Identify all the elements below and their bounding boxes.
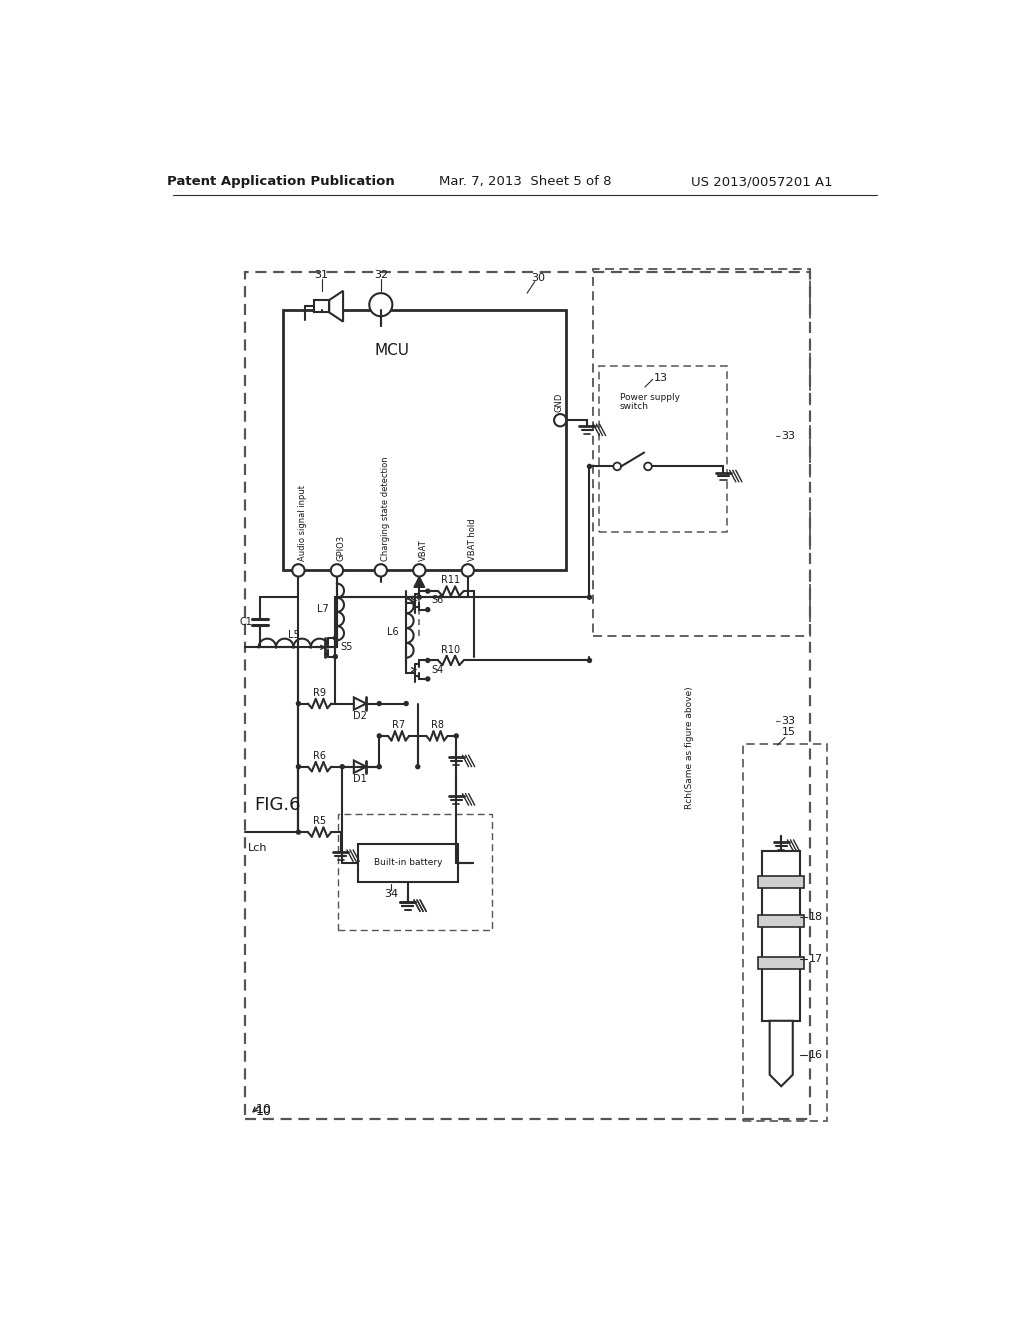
Text: D2: D2 [353, 711, 367, 721]
Text: Audio signal input: Audio signal input [298, 486, 307, 561]
Circle shape [375, 564, 387, 577]
Text: 32: 32 [374, 271, 388, 280]
Text: 34: 34 [384, 888, 398, 899]
Circle shape [425, 589, 430, 594]
Circle shape [417, 594, 422, 601]
Polygon shape [354, 760, 367, 774]
Text: MCU: MCU [375, 343, 410, 359]
Polygon shape [414, 577, 425, 587]
Circle shape [403, 701, 409, 706]
Circle shape [554, 414, 566, 426]
Text: 33: 33 [781, 430, 796, 441]
Text: R9: R9 [313, 688, 326, 698]
Text: C1: C1 [240, 618, 253, 627]
Text: 30: 30 [531, 273, 546, 282]
Bar [742, 743, 827, 1121]
Circle shape [331, 564, 343, 577]
Text: Rch(Same as figure above): Rch(Same as figure above) [685, 686, 694, 809]
Text: 13: 13 [654, 372, 669, 383]
Text: 15: 15 [782, 727, 796, 737]
Circle shape [454, 733, 459, 739]
Text: Patent Application Publication: Patent Application Publication [167, 176, 394, 187]
Bar [313, 300, 330, 313]
Circle shape [333, 635, 338, 640]
Text: 16: 16 [809, 1051, 823, 1060]
Text: R10: R10 [441, 644, 461, 655]
Text: VBAT hold: VBAT hold [468, 519, 477, 561]
Text: 33: 33 [781, 715, 796, 726]
Text: FIG.6: FIG.6 [254, 796, 300, 814]
Bar [245, 272, 810, 1119]
Text: R11: R11 [441, 576, 461, 585]
Bar [283, 310, 566, 570]
Text: R5: R5 [313, 816, 327, 826]
Text: Charging state detection: Charging state detection [381, 457, 390, 561]
Bar [357, 843, 458, 882]
Text: 10: 10 [255, 1105, 271, 1118]
Polygon shape [354, 697, 367, 710]
Text: Power supply: Power supply [620, 392, 680, 401]
Circle shape [415, 764, 421, 770]
Text: S4: S4 [432, 665, 443, 675]
Text: VBAT: VBAT [419, 540, 428, 561]
Polygon shape [770, 1020, 793, 1086]
Text: R6: R6 [313, 751, 326, 760]
Circle shape [587, 657, 592, 663]
Ellipse shape [370, 293, 392, 317]
Circle shape [425, 657, 430, 663]
Text: L7: L7 [317, 603, 329, 614]
Circle shape [425, 676, 430, 681]
Text: Mar. 7, 2013  Sheet 5 of 8: Mar. 7, 2013 Sheet 5 of 8 [438, 176, 611, 187]
Text: 31: 31 [314, 271, 329, 280]
Text: S6: S6 [432, 595, 443, 606]
Circle shape [613, 462, 621, 470]
Bar [339, 814, 493, 929]
Circle shape [462, 564, 474, 577]
Text: L6: L6 [386, 627, 398, 638]
Bar [758, 915, 804, 927]
Circle shape [587, 463, 592, 469]
Text: S5: S5 [340, 643, 352, 652]
Circle shape [292, 564, 304, 577]
Circle shape [377, 701, 382, 706]
Text: switch: switch [620, 401, 648, 411]
Text: GND: GND [554, 393, 563, 412]
Circle shape [425, 607, 430, 612]
Text: Lch: Lch [249, 842, 268, 853]
Bar [593, 268, 810, 636]
Bar [758, 876, 804, 888]
Circle shape [644, 462, 652, 470]
Polygon shape [330, 290, 343, 322]
Text: US 2013/0057201 A1: US 2013/0057201 A1 [691, 176, 833, 187]
Text: D1: D1 [353, 774, 367, 784]
Circle shape [340, 764, 345, 770]
Text: R7: R7 [392, 721, 406, 730]
Text: GPIO3: GPIO3 [337, 535, 346, 561]
Circle shape [587, 594, 592, 601]
Circle shape [377, 764, 382, 770]
Text: Built-in battery: Built-in battery [374, 858, 442, 867]
Text: R8: R8 [430, 721, 443, 730]
Circle shape [377, 733, 382, 739]
Circle shape [296, 764, 301, 770]
Polygon shape [762, 851, 801, 1020]
Circle shape [413, 564, 425, 577]
Circle shape [333, 653, 338, 659]
Circle shape [296, 701, 301, 706]
Circle shape [296, 829, 301, 834]
Text: 17: 17 [809, 954, 823, 964]
Text: 18: 18 [809, 912, 823, 921]
Text: 10: 10 [255, 1102, 271, 1115]
Bar [599, 367, 727, 532]
Text: L5: L5 [288, 630, 299, 640]
Bar [758, 957, 804, 969]
